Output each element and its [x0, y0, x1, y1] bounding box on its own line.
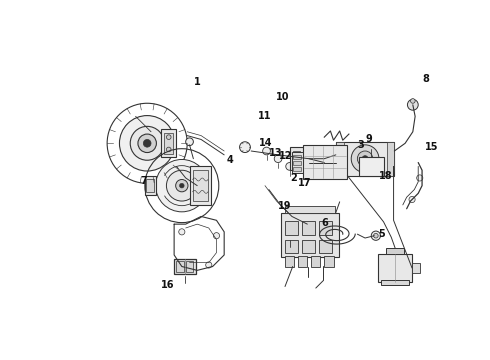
Circle shape [357, 151, 373, 166]
Circle shape [286, 163, 294, 170]
Circle shape [167, 170, 197, 201]
Circle shape [120, 116, 175, 171]
Text: 7: 7 [141, 176, 147, 186]
Bar [386, 248, 404, 254]
Bar [190, 166, 211, 205]
Text: 18: 18 [379, 171, 392, 181]
Bar [294, 155, 301, 159]
Bar [294, 161, 301, 165]
Circle shape [179, 229, 185, 235]
Bar [186, 261, 194, 272]
Bar [311, 256, 320, 266]
Circle shape [416, 175, 423, 181]
Bar [174, 259, 196, 274]
Bar [294, 167, 301, 171]
Circle shape [130, 126, 164, 160]
Bar [193, 170, 208, 201]
Text: 11: 11 [258, 111, 272, 121]
Bar [285, 221, 298, 235]
Circle shape [176, 180, 188, 192]
Circle shape [179, 183, 184, 188]
Circle shape [411, 99, 415, 103]
Bar [145, 176, 156, 195]
Bar [286, 224, 294, 239]
Bar [312, 151, 318, 166]
Circle shape [303, 160, 308, 165]
Circle shape [213, 233, 220, 239]
Bar [292, 152, 303, 173]
Circle shape [263, 147, 270, 155]
Text: 1: 1 [194, 77, 200, 87]
Circle shape [240, 142, 250, 153]
Text: 5: 5 [379, 229, 386, 239]
Bar [319, 221, 332, 235]
Text: 8: 8 [422, 75, 429, 84]
Text: 19: 19 [278, 202, 292, 211]
Circle shape [167, 147, 171, 152]
Circle shape [156, 159, 208, 212]
Bar [294, 151, 300, 166]
Circle shape [143, 139, 151, 147]
Bar [324, 256, 334, 266]
Bar [387, 142, 394, 176]
Circle shape [408, 99, 418, 110]
Text: 4: 4 [227, 155, 234, 165]
Circle shape [371, 231, 381, 240]
Text: 13: 13 [269, 148, 283, 158]
Bar [303, 145, 347, 180]
Bar [164, 132, 173, 154]
Bar [285, 206, 335, 213]
Bar [302, 239, 315, 253]
Bar [336, 142, 343, 176]
Text: 2: 2 [290, 173, 297, 183]
Bar [290, 147, 324, 170]
Circle shape [287, 221, 293, 227]
Bar [336, 142, 394, 176]
Bar [285, 256, 294, 266]
Bar [161, 130, 176, 157]
Circle shape [186, 138, 194, 145]
Circle shape [373, 233, 378, 238]
Text: 15: 15 [424, 142, 438, 152]
Bar [381, 280, 409, 285]
Bar [359, 157, 384, 176]
Bar [319, 239, 332, 253]
Bar [302, 221, 315, 235]
Text: 17: 17 [297, 177, 311, 188]
Text: 3: 3 [358, 140, 365, 150]
Circle shape [167, 135, 171, 139]
Text: 14: 14 [259, 138, 272, 148]
Bar [147, 180, 154, 192]
Circle shape [283, 218, 296, 230]
Circle shape [313, 160, 318, 165]
Circle shape [274, 155, 282, 163]
Bar [285, 239, 298, 253]
Text: 16: 16 [161, 280, 175, 290]
Circle shape [362, 156, 368, 162]
Circle shape [294, 160, 299, 165]
Circle shape [206, 262, 212, 268]
Bar [281, 213, 339, 257]
Bar [412, 264, 420, 273]
Text: 6: 6 [321, 217, 328, 228]
Bar [378, 254, 412, 282]
Text: 12: 12 [279, 152, 293, 161]
Bar [303, 151, 309, 166]
Circle shape [138, 134, 156, 153]
Bar [176, 261, 184, 272]
Text: 9: 9 [366, 134, 372, 144]
Text: 10: 10 [276, 92, 290, 102]
Circle shape [351, 145, 379, 172]
Circle shape [409, 197, 415, 203]
Bar [298, 256, 307, 266]
